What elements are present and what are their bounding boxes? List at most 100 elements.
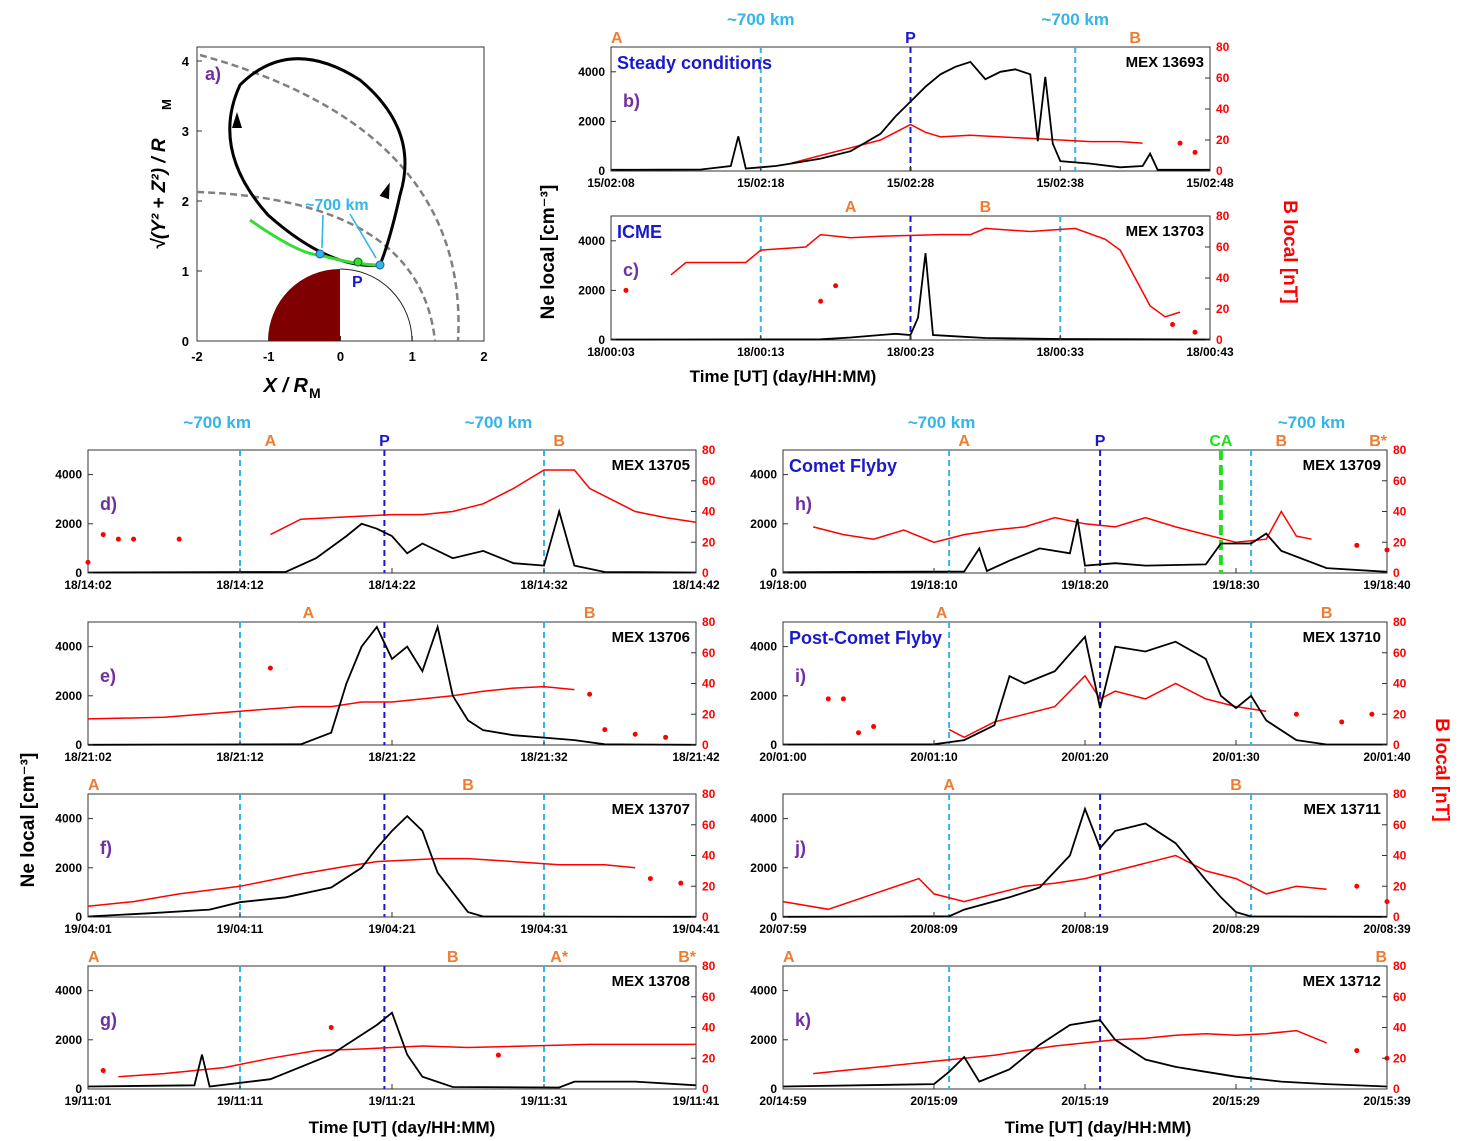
xtick-label: 20/01:00 xyxy=(759,750,807,764)
orbit-xtick-label: 2 xyxy=(480,349,487,364)
xtick-label: 18/14:02 xyxy=(64,578,112,592)
panel-label: k) xyxy=(795,1010,811,1030)
event-marker-label: A xyxy=(845,199,857,216)
panel-frame xyxy=(87,449,697,574)
b-series-point xyxy=(825,696,831,702)
ytick-right-label: 20 xyxy=(1216,133,1230,147)
xtick-label: 18/14:22 xyxy=(368,578,416,592)
event-marker-label: A xyxy=(958,433,970,450)
xtick-label: 20/08:29 xyxy=(1212,922,1260,936)
event-marker-label: B xyxy=(1321,605,1333,622)
ytick-left-label: 4000 xyxy=(578,65,605,79)
xtick-label: 19/11:21 xyxy=(369,1094,416,1108)
b-series-point xyxy=(840,696,846,702)
event-marker-label: ~700 km xyxy=(183,413,251,432)
ytick-right-label: 0 xyxy=(702,738,709,752)
b-series-point xyxy=(495,1052,501,1058)
orbit-number: MEX 13710 xyxy=(1303,629,1381,646)
orbit-xlabel: X / R xyxy=(263,375,309,397)
orbit-number: MEX 13693 xyxy=(1126,54,1204,71)
event-marker-label: CA xyxy=(1209,433,1233,450)
xtick-label: 15/02:18 xyxy=(737,176,785,190)
ytick-right-label: 40 xyxy=(702,849,716,863)
b-series-point xyxy=(1293,711,1299,717)
ne-series-line xyxy=(782,806,1388,918)
ytick-left-label: 4000 xyxy=(55,468,82,482)
ne-series-line xyxy=(782,634,1387,746)
ytick-right-label: 60 xyxy=(1393,818,1407,832)
orbit-ytick-label: 4 xyxy=(182,54,190,69)
ytick-right-label: 80 xyxy=(1216,209,1230,223)
ytick-right-label: 20 xyxy=(1393,707,1407,721)
xtick-label: 19/11:31 xyxy=(521,1094,568,1108)
xtick-label: 19/18:30 xyxy=(1212,578,1260,592)
b-series-point xyxy=(632,731,638,737)
xtick-label: 20/15:29 xyxy=(1212,1094,1260,1108)
event-marker-label: A xyxy=(943,777,955,794)
b-series-point xyxy=(115,536,121,542)
b-series-point xyxy=(678,880,684,886)
orbit-number: MEX 13705 xyxy=(612,457,690,474)
alt-arrow-right xyxy=(349,213,377,259)
panel-label: b) xyxy=(623,91,640,111)
b-series-point xyxy=(1192,149,1198,155)
b-series-point xyxy=(623,287,629,293)
ytick-right-label: 0 xyxy=(1216,164,1223,178)
b-series-line xyxy=(670,227,1181,318)
ne-series-line xyxy=(87,623,697,746)
xtick-label: 20/15:19 xyxy=(1061,1094,1109,1108)
xtick-label: 19/04:31 xyxy=(520,922,568,936)
orbit-number: MEX 13709 xyxy=(1303,457,1381,474)
xtick-label: 19/18:40 xyxy=(1363,578,1411,592)
panel-frame xyxy=(782,793,1388,918)
ytick-right-label: 80 xyxy=(702,615,716,629)
event-marker-label: B xyxy=(1276,433,1288,450)
xtick-label: 19/11:11 xyxy=(217,1094,263,1108)
b-series-point xyxy=(663,734,669,740)
panel-label: c) xyxy=(623,260,639,280)
b-series-point xyxy=(856,730,861,736)
ytick-right-label: 40 xyxy=(702,1021,716,1035)
xtick-label: 19/18:20 xyxy=(1061,578,1109,592)
event-marker-label: ~700 km xyxy=(1041,10,1109,29)
b-series-point xyxy=(85,559,91,565)
xtick-label: 20/01:20 xyxy=(1061,750,1109,764)
panel-label: j) xyxy=(794,838,806,858)
panel-label: d) xyxy=(100,494,117,514)
ylabel-right-bottom: B local [nT] xyxy=(1431,718,1452,821)
xtick-label: 19/04:11 xyxy=(217,922,264,936)
b-series-line xyxy=(782,854,1327,911)
xtick-label: 15/02:48 xyxy=(1186,176,1234,190)
xtick-label: 18/00:13 xyxy=(737,345,785,359)
ytick-right-label: 40 xyxy=(1393,505,1407,519)
event-marker-label: B* xyxy=(678,949,697,966)
ytick-left-label: 0 xyxy=(770,1082,777,1096)
event-marker-label: A xyxy=(303,605,315,622)
ytick-left-label: 0 xyxy=(770,910,777,924)
b-series-point xyxy=(818,298,824,304)
panel-k: 20/14:59 20/15:09 20/15:19 20/15:29 20/15:39… xyxy=(750,949,1411,1108)
xtick-label: 18/21:42 xyxy=(672,750,720,764)
xtick-label: 20/08:09 xyxy=(910,922,958,936)
ytick-right-label: 80 xyxy=(702,443,716,457)
event-marker-label: ~700 km xyxy=(727,10,795,29)
ytick-right-label: 20 xyxy=(702,1051,716,1065)
xtick-label: 19/18:10 xyxy=(910,578,958,592)
b-series-line xyxy=(87,685,575,720)
ytick-right-label: 20 xyxy=(1393,535,1407,549)
ytick-right-label: 40 xyxy=(702,505,716,519)
panel-d: 18/14:02 18/14:12 18/14:22 18/14:32 18/14:42… xyxy=(55,413,720,592)
xlabel-top: Time [UT] (day/HH:MM) xyxy=(690,367,877,386)
ytick-right-label: 20 xyxy=(1216,302,1230,316)
event-marker-label: B xyxy=(980,199,992,216)
event-marker-label: B xyxy=(1375,949,1387,966)
orbit-xlabel-sub: M xyxy=(309,385,321,401)
ytick-right-label: 80 xyxy=(1393,787,1407,801)
b-series-point xyxy=(1384,547,1390,553)
xtick-label: 18/21:22 xyxy=(368,750,416,764)
ytick-right-label: 60 xyxy=(1393,474,1407,488)
event-marker-label: B* xyxy=(1369,433,1388,450)
ytick-left-label: 4000 xyxy=(750,812,777,826)
b-series-line xyxy=(270,469,697,536)
